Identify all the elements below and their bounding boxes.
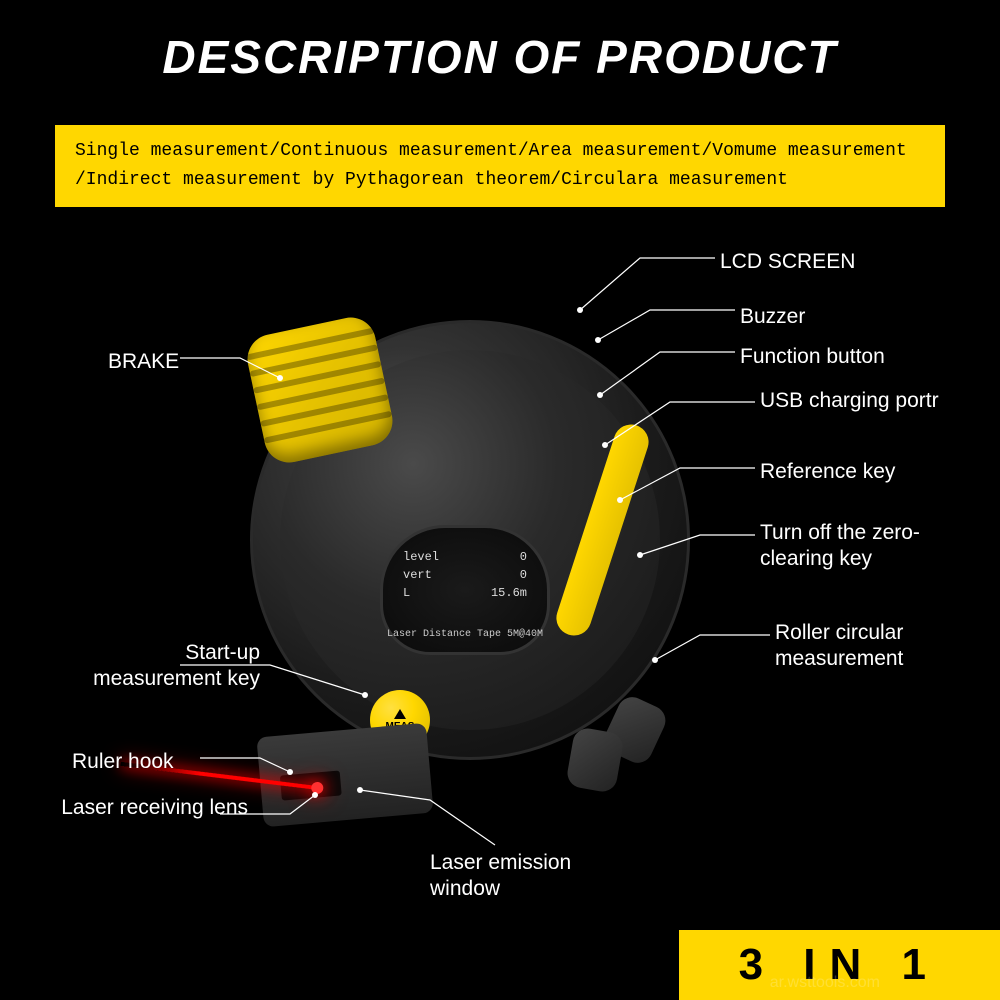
lcd-screen: level 0 vert 0 L 15.6m Laser Distance Tape … xyxy=(380,525,550,655)
product-diagram: level 0 vert 0 L 15.6m Laser Distance Tape … xyxy=(0,220,1000,900)
callout-label: Turn off the zero-clearing key xyxy=(760,520,960,573)
callout-label: Start-up measurement key xyxy=(60,640,260,693)
lcd-model-text: Laser Distance Tape 5M@40M xyxy=(387,629,543,640)
callout-label: Buzzer xyxy=(740,305,805,329)
lcd-l-label: L xyxy=(403,586,410,600)
lcd-vert-label: vert xyxy=(403,568,432,582)
roller-hook xyxy=(565,726,625,794)
callout-label: Reference key xyxy=(760,460,895,484)
lcd-vert-value: 0 xyxy=(520,568,527,582)
lcd-l-value: 15.6m xyxy=(491,586,527,600)
device-illustration: level 0 vert 0 L 15.6m Laser Distance Tape … xyxy=(190,290,710,810)
feature-subtitle: Single measurement/Continuous measuremen… xyxy=(55,125,945,207)
brake-wheel xyxy=(243,313,397,467)
lcd-level-value: 0 xyxy=(520,550,527,564)
page-title: DESCRIPTION OF PRODUCT xyxy=(162,30,837,84)
callout-label: Roller circular measurement xyxy=(775,620,975,673)
lcd-level-label: level xyxy=(403,550,439,564)
tape-exit xyxy=(256,723,433,827)
callout-label: Ruler hook xyxy=(72,750,174,774)
callout-label: Function button xyxy=(740,345,885,369)
callout-label: USB charging portr xyxy=(760,388,960,414)
watermark-text: ar.wsttools.com xyxy=(770,974,880,992)
callout-label: Laser receiving lens xyxy=(48,795,248,821)
callout-label: BRAKE xyxy=(108,350,179,374)
callout-label: LCD SCREEN xyxy=(720,250,855,274)
callout-label: Laser emission window xyxy=(430,850,630,903)
